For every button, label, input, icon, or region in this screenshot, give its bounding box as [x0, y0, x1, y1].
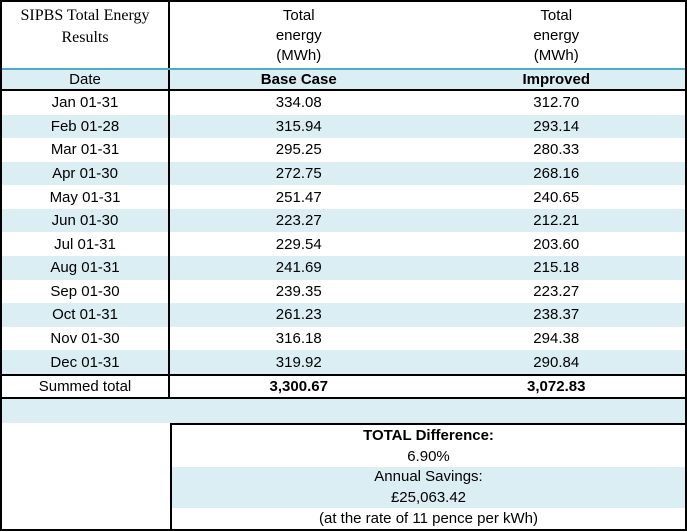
improved-cell: 268.16 — [533, 165, 580, 183]
date-cell: Nov 01-30 — [2, 326, 170, 351]
table-row: Dec 01-31 319.92 290.84 — [2, 350, 685, 374]
improved-cell: 223.27 — [533, 282, 580, 300]
date-cell: Aug 01-31 — [2, 256, 170, 280]
table-row: Oct 01-31 261.23 238.37 — [2, 303, 685, 327]
units-header-row: SIPBS Total Energy Results Total energy … — [2, 2, 685, 68]
improved-cell: 280.33 — [533, 141, 580, 159]
base-case-cell: 315.94 — [275, 117, 322, 135]
improved-column-header: Improved — [522, 71, 590, 88]
total-difference-value: 6.90% — [407, 447, 450, 465]
annual-savings-label: Annual Savings: — [172, 466, 685, 488]
date-cell: Feb 01-28 — [2, 114, 170, 139]
improved-cell: 290.84 — [533, 353, 580, 371]
bottom-left-spacer — [2, 422, 170, 529]
improved-cell: 312.70 — [533, 94, 580, 112]
improved-cell: 293.14 — [533, 117, 580, 135]
improved-cell: 212.21 — [533, 212, 580, 230]
base-case-cell: 319.92 — [275, 353, 322, 371]
spacer-band — [2, 398, 685, 423]
base-case-cell: 261.23 — [275, 306, 322, 324]
summary-box: TOTAL Difference: 6.90% Annual Savings: … — [170, 422, 685, 529]
table-row: Mar 01-31 295.25 280.33 — [2, 138, 685, 162]
table-row: Feb 01-28 315.94 293.14 — [2, 114, 685, 139]
table-row: Apr 01-30 272.75 268.16 — [2, 161, 685, 186]
base-case-cell: 223.27 — [275, 212, 322, 230]
table-title: SIPBS Total Energy Results — [2, 2, 170, 68]
table-row: May 01-31 251.47 240.65 — [2, 185, 685, 209]
date-cell: May 01-31 — [2, 185, 170, 209]
table-row: Jul 01-31 229.54 203.60 — [2, 232, 685, 257]
base-case-unit-header: Total energy (MWh) — [275, 7, 322, 64]
annual-savings-value: £25,063.42 — [172, 487, 685, 509]
improved-cell: 203.60 — [533, 235, 580, 253]
bottom-section: TOTAL Difference: 6.90% Annual Savings: … — [2, 422, 685, 529]
summed-total-improved-value: 3,072.83 — [527, 377, 586, 395]
base-case-column-header: Base Case — [260, 71, 337, 88]
improved-cell: 238.37 — [533, 306, 580, 324]
date-cell: Oct 01-31 — [2, 303, 170, 327]
base-case-cell: 239.35 — [275, 282, 322, 300]
improved-unit-header: Total energy (MWh) — [533, 7, 580, 64]
base-case-cell: 334.08 — [275, 94, 322, 112]
date-cell: Jun 01-30 — [2, 208, 170, 233]
base-case-cell: 241.69 — [275, 259, 322, 277]
date-column-header: Date — [2, 70, 170, 89]
date-cell: Jul 01-31 — [2, 232, 170, 257]
summed-total-label: Summed total — [2, 375, 170, 397]
base-case-cell: 272.75 — [275, 165, 322, 183]
improved-cell: 215.18 — [533, 259, 580, 277]
table-row: Jan 01-31 334.08 312.70 — [2, 91, 685, 115]
table-row: Jun 01-30 223.27 212.21 — [2, 208, 685, 233]
date-cell: Apr 01-30 — [2, 161, 170, 186]
date-cell: Sep 01-30 — [2, 279, 170, 304]
date-cell: Dec 01-31 — [2, 350, 170, 374]
summed-total-row: Summed total 3,300.67 3,072.83 — [2, 373, 685, 399]
base-case-cell: 229.54 — [275, 235, 322, 253]
base-case-cell: 251.47 — [275, 188, 322, 206]
improved-cell: 240.65 — [533, 188, 580, 206]
date-cell: Mar 01-31 — [2, 138, 170, 162]
table-row: Nov 01-30 316.18 294.38 — [2, 326, 685, 351]
rate-note: (at the rate of 11 pence per kWh) — [318, 510, 538, 528]
base-case-cell: 316.18 — [275, 330, 322, 348]
table-row: Sep 01-30 239.35 223.27 — [2, 279, 685, 304]
base-case-cell: 295.25 — [275, 141, 322, 159]
summed-total-base-value: 3,300.67 — [269, 377, 328, 395]
improved-cell: 294.38 — [533, 330, 580, 348]
total-difference-label: TOTAL Difference: — [363, 426, 494, 444]
date-cell: Jan 01-31 — [2, 91, 170, 115]
column-header-row: Date Base Case Improved — [2, 68, 685, 91]
table-row: Aug 01-31 241.69 215.18 — [2, 256, 685, 280]
